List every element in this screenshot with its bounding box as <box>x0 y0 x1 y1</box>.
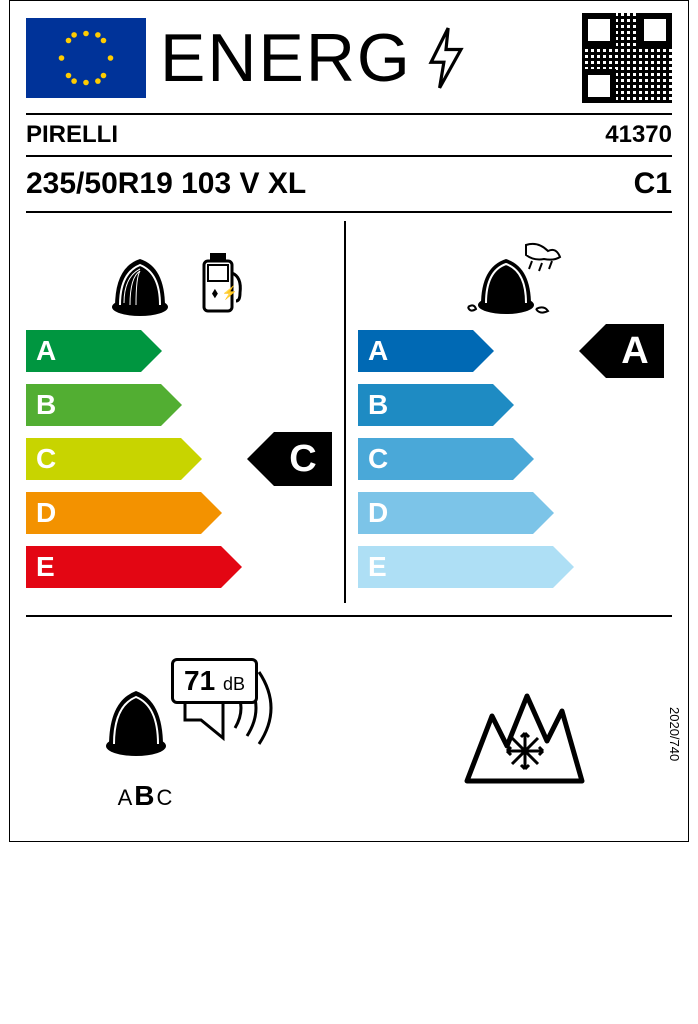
lightning-icon <box>418 26 474 90</box>
grade-row-e: E <box>26 543 332 591</box>
rating-badge: A <box>606 324 664 378</box>
grade-bar: D <box>26 492 201 534</box>
grade-bar: D <box>358 492 533 534</box>
grade-bar: A <box>26 330 141 372</box>
fuel-efficiency-chart: ⬧ ⚡ ABCCDE <box>26 221 346 603</box>
qr-code <box>582 13 672 103</box>
grade-row-c: CC <box>26 435 332 483</box>
noise-section: ABC 71 dB <box>101 651 297 812</box>
grade-row-b: B <box>358 381 664 429</box>
grade-bar: B <box>358 384 493 426</box>
grade-row-b: B <box>26 381 332 429</box>
article-number: 41370 <box>605 121 672 149</box>
noise-class-letters: ABC <box>101 780 191 812</box>
snow-grip-icon <box>447 661 597 801</box>
grade-row-d: D <box>358 489 664 537</box>
regulation-number: 2020/740 <box>667 707 682 761</box>
eu-flag-icon <box>26 18 146 98</box>
bottom-section: ABC 71 dB <box>26 617 672 821</box>
rating-charts: ⬧ ⚡ ABCCDE AABCDE <box>26 221 672 617</box>
wet-icon <box>358 227 664 317</box>
tyre-class: C1 <box>634 167 672 201</box>
grade-row-c: C <box>358 435 664 483</box>
grade-row-e: E <box>358 543 664 591</box>
size-row: 235/50R19 103 V XL C1 <box>26 155 672 213</box>
brand-row: PIRELLI 41370 <box>26 113 672 155</box>
brand-name: PIRELLI <box>26 121 118 149</box>
grade-bar: C <box>26 438 181 480</box>
wet-bars: AABCDE <box>358 327 664 591</box>
noise-db-value: 71 dB <box>171 658 258 704</box>
energy-title: ENERG <box>160 19 568 97</box>
grade-bar: B <box>26 384 161 426</box>
svg-text:⬧ ⚡: ⬧ ⚡ <box>211 285 238 301</box>
grade-row-a: A <box>26 327 332 375</box>
fuel-icon: ⬧ ⚡ <box>26 227 332 317</box>
grade-row-a: AA <box>358 327 664 375</box>
wet-grip-chart: AABCDE <box>346 221 672 603</box>
fuel-bars: ABCCDE <box>26 327 332 591</box>
rating-badge: C <box>274 432 332 486</box>
grade-bar: E <box>358 546 553 588</box>
grade-bar: E <box>26 546 221 588</box>
header: ENERG <box>26 13 672 103</box>
eu-tyre-label: ENERG PIRELLI 41370 235/50R19 103 V XL C… <box>9 0 689 842</box>
tyre-size: 235/50R19 103 V XL <box>26 167 306 201</box>
grade-row-d: D <box>26 489 332 537</box>
grade-bar: C <box>358 438 513 480</box>
grade-bar: A <box>358 330 473 372</box>
